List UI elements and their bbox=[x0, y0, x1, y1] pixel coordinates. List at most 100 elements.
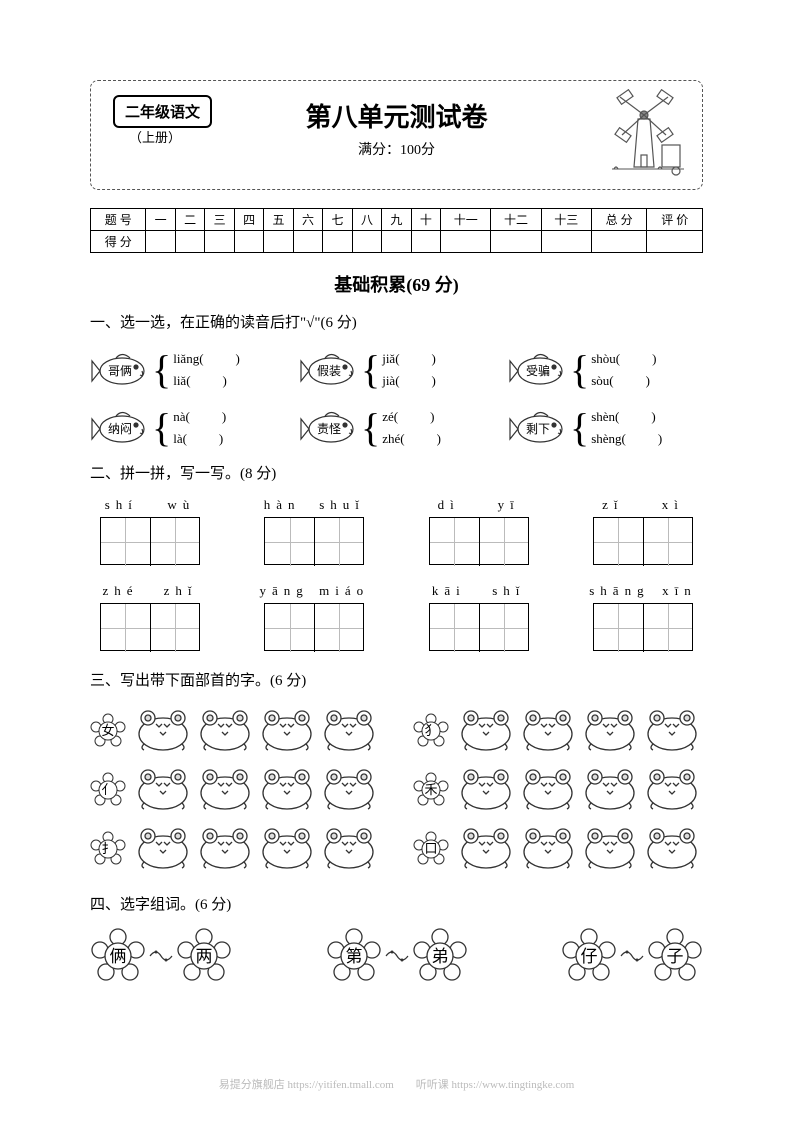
pinyin-option[interactable]: shèng( ) bbox=[591, 428, 664, 450]
hamster-blank[interactable] bbox=[320, 822, 382, 875]
header-box: 二年级语文 （上册） 第八单元测试卷 满分：100分 bbox=[90, 80, 703, 190]
score-blank-cell[interactable] bbox=[647, 231, 703, 253]
pinyin: dì bbox=[438, 497, 460, 513]
tianzi-grid[interactable] bbox=[429, 517, 529, 565]
tianzi-grid[interactable] bbox=[100, 517, 200, 565]
score-header-cell: 十一 bbox=[441, 209, 491, 231]
score-header-cell: 评 价 bbox=[647, 209, 703, 231]
tianzi-grid[interactable] bbox=[100, 603, 200, 651]
score-header-cell: 十二 bbox=[491, 209, 541, 231]
hamster-blank[interactable] bbox=[643, 704, 705, 757]
svg-text:子: 子 bbox=[667, 947, 684, 966]
hamster-blank[interactable] bbox=[581, 763, 643, 816]
footer-right: 听听课 https://www.tingtingke.com bbox=[416, 1079, 574, 1091]
pinyin: yī bbox=[498, 497, 520, 513]
pinyin: miáo bbox=[319, 583, 369, 599]
tianzi-grid[interactable] bbox=[593, 517, 693, 565]
footer: 易提分旗舰店 https://yitifen.tmall.com 听听课 htt… bbox=[0, 1076, 793, 1092]
char-option[interactable]: 弟 bbox=[412, 928, 468, 984]
pinyin-option[interactable]: shòu( ) bbox=[591, 348, 658, 370]
hamster-blank[interactable] bbox=[258, 704, 320, 757]
score-blank-cell[interactable] bbox=[541, 231, 591, 253]
pinyin-option[interactable]: zé( ) bbox=[382, 406, 443, 428]
hamster-blank[interactable] bbox=[519, 704, 581, 757]
score-blank-cell[interactable] bbox=[205, 231, 234, 253]
pinyin: wù bbox=[167, 497, 195, 513]
char-option[interactable]: 第 bbox=[326, 928, 382, 984]
hamster-blank[interactable] bbox=[196, 822, 258, 875]
svg-text:扌: 扌 bbox=[101, 841, 114, 856]
score-blank-cell[interactable] bbox=[146, 231, 175, 253]
hamster-blank[interactable] bbox=[258, 822, 320, 875]
hamster-blank[interactable] bbox=[581, 822, 643, 875]
q1-item: 哥俩 { liǎng( ) liǎ( ) bbox=[90, 346, 285, 394]
q3-row: 扌 bbox=[90, 822, 380, 875]
score-table: 题 号一二三四五六七八九十十一十二十三总 分评 价 得 分 bbox=[90, 208, 703, 253]
radical-icon: 扌 bbox=[90, 831, 126, 867]
char-option[interactable]: 仔 bbox=[561, 928, 617, 984]
score-blank-cell[interactable] bbox=[352, 231, 381, 253]
pinyin-option[interactable]: shèn( ) bbox=[591, 406, 664, 428]
hamster-blank[interactable] bbox=[196, 763, 258, 816]
pinyin-option[interactable]: liǎng( ) bbox=[173, 348, 242, 370]
hamster-blank[interactable] bbox=[581, 704, 643, 757]
svg-text:假装: 假装 bbox=[317, 364, 341, 378]
pinyin-option[interactable]: zhé( ) bbox=[382, 428, 443, 450]
pinyin-option[interactable]: nà( ) bbox=[173, 406, 228, 428]
hamster-blank[interactable] bbox=[643, 763, 705, 816]
hamster-blank[interactable] bbox=[320, 704, 382, 757]
q3-row: 女 bbox=[90, 704, 380, 757]
pinyin: zhé bbox=[103, 583, 139, 599]
score-blank-cell[interactable] bbox=[382, 231, 411, 253]
section-title: 基础积累(69 分) bbox=[90, 271, 703, 297]
pinyin-option[interactable]: là( ) bbox=[173, 428, 228, 450]
score-blank-cell[interactable] bbox=[323, 231, 352, 253]
score-blank-cell[interactable] bbox=[411, 231, 440, 253]
char-option[interactable]: 两 bbox=[176, 928, 232, 984]
q2-item: hànshuǐ bbox=[254, 497, 374, 565]
hamster-blank[interactable] bbox=[134, 704, 196, 757]
score-header-cell: 总 分 bbox=[591, 209, 646, 231]
q2-item: kāishǐ bbox=[419, 583, 539, 651]
hamster-blank[interactable] bbox=[134, 822, 196, 875]
char-option[interactable]: 俩 bbox=[90, 928, 146, 984]
hamster-blank[interactable] bbox=[519, 822, 581, 875]
pinyin: shāng bbox=[589, 583, 649, 599]
hamster-blank[interactable] bbox=[258, 763, 320, 816]
q2-item: zǐxì bbox=[583, 497, 703, 565]
hamster-blank[interactable] bbox=[643, 822, 705, 875]
tianzi-grid[interactable] bbox=[264, 517, 364, 565]
q2-item: yāng miáo bbox=[254, 583, 374, 651]
pinyin-option[interactable]: jià( ) bbox=[382, 370, 438, 392]
q2-title: 二、拼一拼，写一写。(8 分) bbox=[90, 462, 703, 483]
hamster-blank[interactable] bbox=[196, 704, 258, 757]
score-blank-cell[interactable] bbox=[264, 231, 293, 253]
tianzi-grid[interactable] bbox=[264, 603, 364, 651]
pinyin-option[interactable]: jiǎ( ) bbox=[382, 348, 438, 370]
q2-item: dì yī bbox=[419, 497, 539, 565]
hamster-blank[interactable] bbox=[457, 763, 519, 816]
hamster-blank[interactable] bbox=[134, 763, 196, 816]
radical-icon: 犭 bbox=[413, 713, 449, 749]
score-blank-cell[interactable] bbox=[234, 231, 263, 253]
q3-content: 女 bbox=[90, 704, 703, 881]
char-option[interactable]: 子 bbox=[647, 928, 703, 984]
pinyin-option[interactable]: liǎ( ) bbox=[173, 370, 242, 392]
q2-content: shíwù hànshuǐ dìyī zǐxì zhézhǐ yāngmiáo … bbox=[90, 497, 703, 651]
score-blank-cell[interactable] bbox=[441, 231, 491, 253]
hamster-blank[interactable] bbox=[457, 822, 519, 875]
score-blank-cell[interactable] bbox=[175, 231, 204, 253]
pinyin-option[interactable]: sòu( ) bbox=[591, 370, 658, 392]
hamster-blank[interactable] bbox=[519, 763, 581, 816]
pinyin: yāng bbox=[260, 583, 309, 599]
tianzi-grid[interactable] bbox=[593, 603, 693, 651]
tianzi-grid[interactable] bbox=[429, 603, 529, 651]
score-blank-cell[interactable] bbox=[293, 231, 322, 253]
hamster-blank[interactable] bbox=[320, 763, 382, 816]
hamster-blank[interactable] bbox=[457, 704, 519, 757]
pinyin: xīn bbox=[662, 583, 697, 599]
q1-item: 受骗 { shòu( ) sòu( ) bbox=[508, 346, 703, 394]
score-blank-cell[interactable] bbox=[491, 231, 541, 253]
q2-item: zhézhǐ bbox=[90, 583, 210, 651]
score-blank-cell[interactable] bbox=[591, 231, 646, 253]
